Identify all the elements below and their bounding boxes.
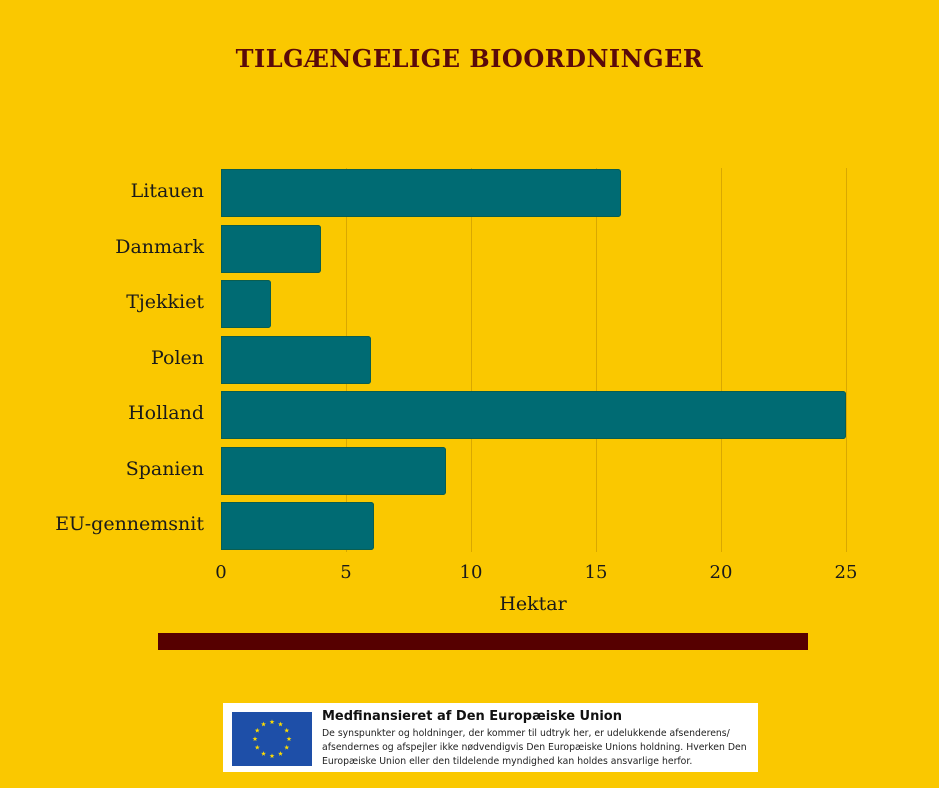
x-tick-label: 5 [340, 562, 352, 583]
divider-bar [158, 633, 808, 650]
y-label: Spanien [125, 458, 204, 480]
gridline [471, 168, 472, 552]
x-tick-label: 15 [584, 562, 608, 583]
x-tick-label: 0 [215, 562, 227, 583]
bar-eu-gennemsnit [221, 502, 374, 550]
x-axis-label: Hektar [499, 593, 567, 615]
bar-polen [221, 336, 371, 384]
bar-danmark [221, 225, 321, 273]
bar-tjekkiet [221, 280, 271, 328]
y-label: Danmark [115, 236, 204, 258]
bar-litauen [221, 169, 621, 217]
bar-holland [221, 391, 846, 439]
x-tick-label: 20 [709, 562, 733, 583]
x-tick-label: 10 [459, 562, 483, 583]
eu-funding-title: Medfinansieret af Den Europæiske Union [322, 709, 622, 724]
bar-spanien [221, 447, 446, 495]
y-label: Polen [150, 347, 204, 369]
x-tick-label: 25 [834, 562, 858, 583]
eu-disclaimer-text: De synspunkter og holdninger, der kommer… [322, 728, 747, 767]
gridline [721, 168, 722, 552]
y-label: Litauen [130, 180, 204, 202]
eu-flag-icon [232, 712, 312, 766]
gridline [596, 168, 597, 552]
y-label: EU-gennemsnit [55, 513, 204, 535]
plot-area [221, 168, 847, 552]
gridline [846, 168, 847, 552]
y-label: Holland [128, 402, 204, 424]
chart-title: TILGÆNGELIGE BIOORDNINGER [235, 44, 704, 73]
eu-funding-notice: Medfinansieret af Den Europæiske Union D… [223, 703, 758, 772]
y-label: Tjekkiet [126, 291, 204, 313]
